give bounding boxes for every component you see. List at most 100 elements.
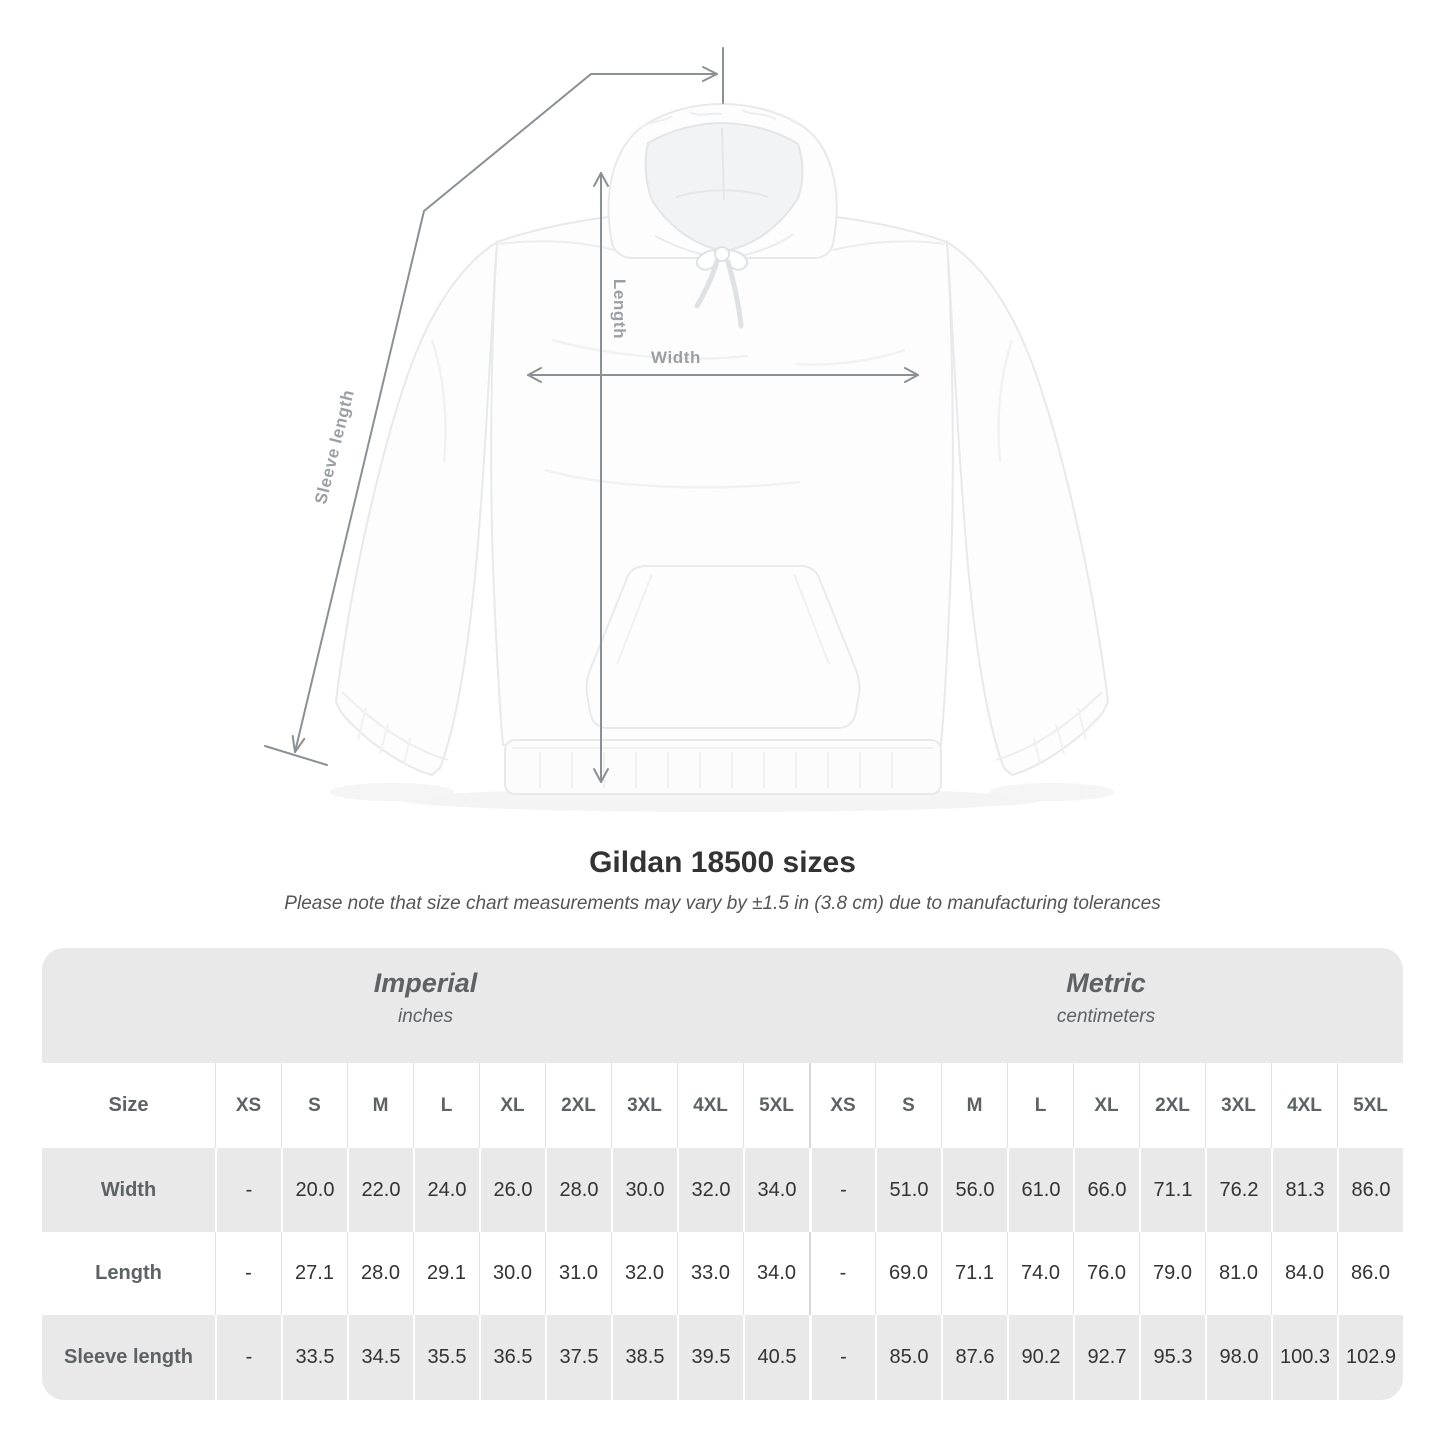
size-header: Size: [42, 1063, 215, 1148]
page-title: Gildan 18500 sizes: [589, 846, 856, 879]
size-value: 31.0: [545, 1232, 611, 1315]
size-value: 86.0: [1337, 1148, 1403, 1232]
size-value: -: [215, 1148, 281, 1232]
size-value: 76.2: [1205, 1148, 1271, 1232]
size-value: 100.3: [1271, 1315, 1337, 1400]
size-col-header: 2XL: [545, 1063, 611, 1148]
size-value: 27.1: [281, 1232, 347, 1315]
imperial-unit: inches: [398, 1005, 453, 1027]
size-col-header: M: [347, 1063, 413, 1148]
size-value: 38.5: [611, 1315, 677, 1400]
size-value: 29.1: [413, 1232, 479, 1315]
size-value: 61.0: [1007, 1148, 1073, 1232]
size-col-header: XL: [1073, 1063, 1139, 1148]
size-value: 102.9: [1337, 1315, 1403, 1400]
size-col-header: XL: [479, 1063, 545, 1148]
size-value: -: [809, 1148, 875, 1232]
size-col-header: L: [413, 1063, 479, 1148]
size-col-header: XS: [215, 1063, 281, 1148]
size-value: -: [215, 1232, 281, 1315]
size-value: 24.0: [413, 1148, 479, 1232]
size-value: 66.0: [1073, 1148, 1139, 1232]
size-value: 84.0: [1271, 1232, 1337, 1315]
size-col-header: S: [875, 1063, 941, 1148]
size-value: 76.0: [1073, 1232, 1139, 1315]
size-col-header: 3XL: [1205, 1063, 1271, 1148]
hem-band: [504, 739, 942, 795]
size-value: 34.5: [347, 1315, 413, 1400]
size-value: 22.0: [347, 1148, 413, 1232]
size-value: 87.6: [941, 1315, 1007, 1400]
size-col-header: L: [1007, 1063, 1073, 1148]
size-value: 33.5: [281, 1315, 347, 1400]
size-value: 74.0: [1007, 1232, 1073, 1315]
size-value: 95.3: [1139, 1315, 1205, 1400]
size-value: 81.3: [1271, 1148, 1337, 1232]
size-value: -: [809, 1232, 875, 1315]
hoodie-measurement-diagram: Length Width Sleeve length: [264, 47, 1110, 812]
row-label-width: Width: [42, 1148, 215, 1232]
size-value: 20.0: [281, 1148, 347, 1232]
size-value: 30.0: [479, 1232, 545, 1315]
metric-group-header: Metric centimeters: [809, 948, 1403, 1063]
size-col-header: 5XL: [743, 1063, 809, 1148]
tolerance-note: Please note that size chart measurements…: [284, 893, 1161, 914]
metric-unit: centimeters: [1056, 1005, 1156, 1027]
size-value: 69.0: [875, 1232, 941, 1315]
size-value: 28.0: [347, 1232, 413, 1315]
size-col-header: 2XL: [1139, 1063, 1205, 1148]
size-value: 56.0: [941, 1148, 1007, 1232]
size-value: 32.0: [611, 1232, 677, 1315]
size-value: 37.5: [545, 1315, 611, 1400]
size-value: 71.1: [1139, 1148, 1205, 1232]
size-table: Imperial inches Metric centimeters Size …: [42, 948, 1403, 1400]
size-value: 86.0: [1337, 1232, 1403, 1315]
drawstrings: [694, 246, 749, 329]
size-col-header: XS: [809, 1063, 875, 1148]
width-arrow: [527, 367, 919, 383]
sleeve-length-arrow: [264, 47, 724, 766]
size-value: 39.5: [677, 1315, 743, 1400]
width-label: Width: [650, 348, 702, 367]
size-value: 34.0: [743, 1148, 809, 1232]
size-value: 51.0: [875, 1148, 941, 1232]
hoodie-illustration: [264, 47, 1110, 812]
row-label-length: Length: [42, 1232, 215, 1315]
size-value: 79.0: [1139, 1232, 1205, 1315]
hood: [607, 102, 838, 261]
kangaroo-pocket: [585, 565, 861, 729]
size-value: 92.7: [1073, 1315, 1139, 1400]
size-value: 26.0: [479, 1148, 545, 1232]
hoodie-body: [490, 208, 954, 746]
size-col-header: S: [281, 1063, 347, 1148]
size-value: 35.5: [413, 1315, 479, 1400]
imperial-label: Imperial: [373, 967, 478, 998]
size-value: 98.0: [1205, 1315, 1271, 1400]
size-value: 40.5: [743, 1315, 809, 1400]
size-value: 85.0: [875, 1315, 941, 1400]
size-col-header: M: [941, 1063, 1007, 1148]
size-value: 30.0: [611, 1148, 677, 1232]
size-col-header: 5XL: [1337, 1063, 1403, 1148]
size-value: 32.0: [677, 1148, 743, 1232]
row-label-sleeve-length: Sleeve length: [42, 1315, 215, 1400]
size-value: -: [809, 1315, 875, 1400]
size-value: 81.0: [1205, 1232, 1271, 1315]
size-value: 34.0: [743, 1232, 809, 1315]
size-value: 28.0: [545, 1148, 611, 1232]
metric-label: Metric: [1066, 967, 1146, 998]
size-col-header: 3XL: [611, 1063, 677, 1148]
length-arrow: [593, 172, 609, 783]
imperial-group-header: Imperial inches: [42, 948, 809, 1063]
size-col-header: 4XL: [1271, 1063, 1337, 1148]
left-sleeve: [334, 240, 499, 777]
size-col-header: 4XL: [677, 1063, 743, 1148]
size-value: 71.1: [941, 1232, 1007, 1315]
size-value: 90.2: [1007, 1315, 1073, 1400]
size-value: 36.5: [479, 1315, 545, 1400]
length-label: Length: [610, 278, 629, 340]
right-sleeve: [945, 240, 1110, 777]
size-value: -: [215, 1315, 281, 1400]
size-value: 33.0: [677, 1232, 743, 1315]
